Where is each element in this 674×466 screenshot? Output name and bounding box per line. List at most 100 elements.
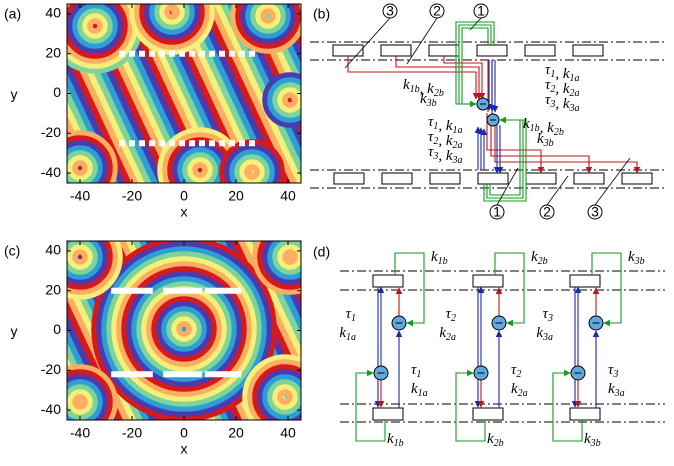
subscript: 3a bbox=[614, 388, 625, 399]
element-box bbox=[525, 45, 555, 56]
x-axis-label: x bbox=[181, 204, 188, 220]
x-tick-label: 20 bbox=[228, 425, 244, 441]
heatmap-panel: -40-2002040-40-2002040xy(c) bbox=[4, 217, 325, 457]
y-tick-label: 40 bbox=[45, 242, 61, 258]
x-tick-label: 20 bbox=[228, 188, 244, 204]
element-box bbox=[526, 173, 556, 184]
gain-label: k2a bbox=[439, 325, 456, 343]
element-box bbox=[333, 45, 363, 56]
x-tick-label: 0 bbox=[180, 425, 188, 441]
gain-label: k1b bbox=[387, 431, 404, 449]
element-box bbox=[373, 408, 403, 420]
y-tick-label: 40 bbox=[45, 5, 61, 21]
gain-label: k1b bbox=[431, 249, 448, 267]
subscript: 2a bbox=[518, 388, 528, 399]
gain-label: k2a bbox=[511, 381, 528, 399]
wire bbox=[459, 25, 491, 104]
marker-number: 2 bbox=[543, 204, 551, 220]
delay-label: τ2 bbox=[511, 362, 521, 380]
x-axis-label: x bbox=[181, 441, 188, 457]
subscript: 1 bbox=[351, 313, 356, 324]
y-tick-label: 0 bbox=[53, 321, 61, 337]
marker-number: 1 bbox=[477, 3, 485, 19]
subscript: 2a bbox=[453, 140, 463, 151]
subscript: 2a bbox=[570, 88, 580, 99]
element-box bbox=[381, 45, 411, 56]
gain-label: k3a bbox=[608, 381, 625, 399]
y-tick-label: 20 bbox=[45, 44, 61, 60]
element-box bbox=[477, 45, 507, 56]
heatmap-panel: -40 -20 0 20 40 -40 -20 0 20 40 x y (a) bbox=[4, 0, 315, 220]
wire bbox=[462, 28, 488, 104]
panel-label: (a) bbox=[4, 6, 21, 22]
delay-label: τ2 bbox=[446, 306, 456, 324]
panel-label: (b) bbox=[313, 6, 330, 22]
marker-number: 3 bbox=[386, 3, 394, 19]
subscript: 2b bbox=[538, 256, 548, 267]
element-box bbox=[334, 173, 364, 184]
subscript: 2b bbox=[554, 127, 564, 138]
subscript: 2 bbox=[451, 313, 456, 324]
marker-number: 2 bbox=[433, 3, 441, 19]
marker-leader bbox=[407, 18, 437, 64]
y-tick-label: -20 bbox=[41, 124, 61, 140]
subscript: 3 bbox=[612, 369, 618, 380]
element-box bbox=[473, 408, 503, 420]
subscript: 2b bbox=[494, 438, 504, 449]
element-box bbox=[574, 173, 604, 184]
subscript: 1a bbox=[418, 388, 428, 399]
subscript: 1a bbox=[346, 332, 356, 343]
element-box bbox=[478, 173, 508, 184]
gain-label: k3a bbox=[536, 325, 553, 343]
subscript: 2a bbox=[446, 332, 456, 343]
subscript: 1 bbox=[416, 369, 421, 380]
subscript: 1b bbox=[410, 84, 420, 95]
subscript: 3a bbox=[569, 103, 580, 114]
x-tick-label: -20 bbox=[122, 425, 142, 441]
delay-label: τ1 bbox=[411, 362, 421, 380]
subscript: 1a bbox=[570, 73, 580, 84]
element-box bbox=[473, 275, 503, 287]
element-box bbox=[573, 45, 603, 56]
marker-number: 1 bbox=[493, 204, 501, 220]
text-part: , bbox=[438, 118, 446, 134]
wave-pattern bbox=[45, 0, 315, 210]
element-box bbox=[373, 275, 403, 287]
gain-label: k2b bbox=[487, 431, 504, 449]
text-part: , bbox=[555, 81, 563, 97]
subscript: 2 bbox=[516, 369, 521, 380]
subscript: 1b bbox=[438, 256, 448, 267]
y-tick-label: -40 bbox=[41, 401, 61, 417]
x-tick-label: 40 bbox=[280, 425, 296, 441]
text-part: , bbox=[438, 133, 446, 149]
gain-label: k3b bbox=[628, 249, 645, 267]
subscript: 3a bbox=[452, 155, 463, 166]
wave-pattern bbox=[40, 217, 325, 437]
x-tick-label: -20 bbox=[122, 188, 142, 204]
subscript: 3a bbox=[542, 332, 553, 343]
delay-label: τ3 bbox=[543, 306, 553, 324]
subscript: 1b bbox=[394, 438, 404, 449]
diagram-d: (d)τ1k1aτ1k1ak1bk1bτ2k2aτ2k2ak2bk2bτ3k3a… bbox=[313, 244, 665, 450]
element-box bbox=[382, 173, 412, 184]
subscript: 3 bbox=[547, 313, 553, 324]
delay-label: τ3 bbox=[608, 362, 618, 380]
y-tick-label: -40 bbox=[41, 164, 61, 180]
x-tick-label: 40 bbox=[280, 188, 296, 204]
y-axis-label: y bbox=[11, 86, 18, 102]
y-tick-label: 0 bbox=[53, 84, 61, 100]
marker-number: 3 bbox=[591, 204, 599, 220]
element-box bbox=[429, 45, 459, 56]
gain-label: k1a bbox=[411, 381, 428, 399]
element-box bbox=[570, 275, 600, 287]
subscript: 3b bbox=[634, 256, 645, 267]
delay-label: τ1 bbox=[346, 306, 356, 324]
subscript: 3b bbox=[426, 98, 437, 109]
text-part: , bbox=[555, 96, 563, 112]
subscript: 3b bbox=[543, 138, 554, 149]
wire bbox=[487, 120, 523, 198]
y-axis-label: y bbox=[11, 323, 18, 339]
x-tick-label: -40 bbox=[70, 188, 90, 204]
x-tick-label: 0 bbox=[180, 188, 188, 204]
